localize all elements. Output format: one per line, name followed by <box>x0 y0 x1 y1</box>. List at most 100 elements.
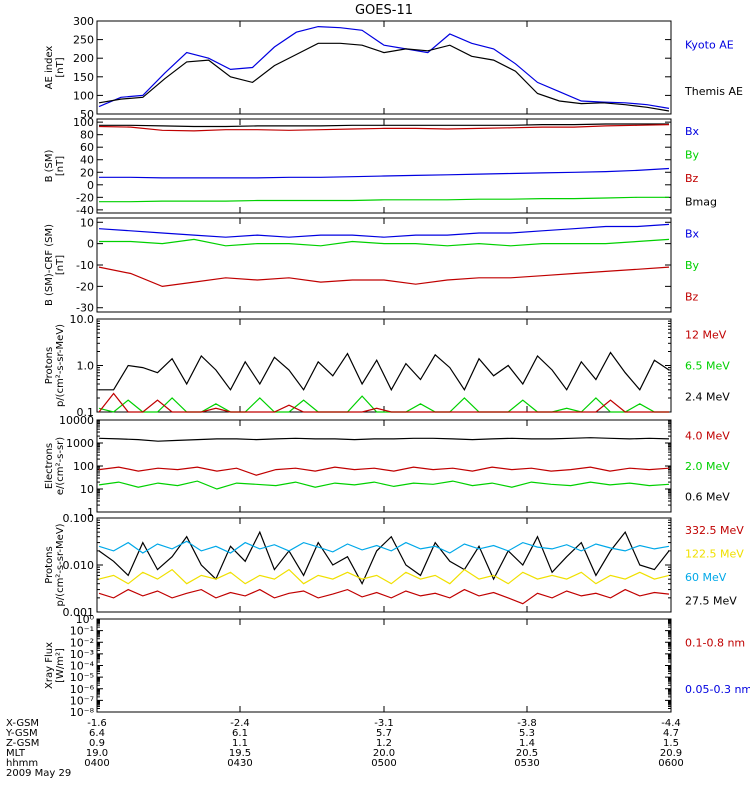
x-axis-value: 1.5 <box>663 738 679 749</box>
x-axis-value: 5.7 <box>376 728 392 739</box>
y-axis-label: AE index[nT] <box>44 46 66 90</box>
series-122-5-mev <box>98 568 670 585</box>
panel-frame <box>96 517 672 613</box>
y-tick-label: 40 <box>80 154 94 167</box>
y-axis-label: Electronse/(cm²-s-sr) <box>44 437 66 495</box>
y-axis-label-line: e/(cm²-s-sr) <box>55 437 66 495</box>
y-tick-label: -20 <box>76 191 94 204</box>
panel-frame <box>96 618 672 713</box>
series-2-0-mev <box>98 480 670 490</box>
x-axis-value: -3.1 <box>374 718 394 729</box>
y-tick-label: -40 <box>76 204 94 217</box>
x-axis-value: 6.1 <box>232 728 248 739</box>
legend-entry: Bx <box>685 228 700 241</box>
legend-entry: 0.1-0.8 nm <box>685 636 745 649</box>
series-332-5-mev <box>98 588 670 605</box>
x-axis-value: 5.3 <box>519 728 535 739</box>
y-axis-label: B (SM)-CRF (SM)[nT] <box>44 224 66 306</box>
x-axis-row-label: MLT <box>6 748 26 759</box>
series-60-mev <box>98 540 670 554</box>
y-tick-label: 10⁻⁶ <box>70 683 95 696</box>
x-axis-row-label: hhmm <box>6 758 38 769</box>
x-axis-value: 6.4 <box>89 728 105 739</box>
x-axis-value: -4.4 <box>661 718 681 729</box>
y-axis-label-line: Protons <box>44 347 55 384</box>
x-axis-row-label: Z-GSM <box>6 738 39 749</box>
y-axis-label: B (SM)[nT] <box>44 149 66 182</box>
legend-entry: 12 MeV <box>685 329 727 342</box>
y-axis-label: Protonsp/(cm²-s-sr-MeV) <box>44 523 66 606</box>
y-axis-label-line: Protons <box>44 546 55 583</box>
y-axis-label-line: [nT] <box>55 255 66 275</box>
y-axis-label-line: p/(cm²-s-sr-MeV) <box>55 324 66 407</box>
plot-title: GOES-11 <box>355 3 413 18</box>
x-axis-value: -1.6 <box>87 718 107 729</box>
y-tick-label: 0.1 <box>77 406 95 419</box>
date-label: 2009 May 29 <box>6 768 71 779</box>
x-axis-value: 1.4 <box>519 738 535 749</box>
legend-entry: Bx <box>685 125 700 138</box>
series-12-mev <box>98 392 669 413</box>
x-axis-value: 20.9 <box>660 748 682 759</box>
y-tick-label: 10⁻² <box>70 636 94 649</box>
series-2-4-mev <box>99 351 670 392</box>
y-tick-label: 0 <box>87 238 94 251</box>
y-tick-label: 10⁰ <box>76 613 95 626</box>
legend-entry: 2.4 MeV <box>685 391 730 404</box>
y-tick-label: 1000 <box>66 437 94 450</box>
y-tick-label: 100 <box>73 116 94 129</box>
series-bz <box>98 266 670 288</box>
y-tick-label: -30 <box>76 302 94 315</box>
y-tick-label: 250 <box>73 34 94 47</box>
y-tick-label: 20 <box>80 166 94 179</box>
series-kyoto-ae <box>98 25 670 109</box>
y-tick-label: 0.010 <box>63 559 95 572</box>
series-bmag <box>99 123 669 128</box>
legend-entry: Kyoto AE <box>685 38 734 51</box>
panel-5: 10000 1000 100 10 1 Electronse/(cm²-s-sr) 4.0 … <box>44 414 730 519</box>
x-axis-value: 0600 <box>658 758 683 769</box>
x-axis-value: 0430 <box>227 758 252 769</box>
legend-entry: Bmag <box>685 195 717 208</box>
y-tick-label: 1 <box>87 506 94 519</box>
y-tick-label: 0 <box>87 179 94 192</box>
series-themis-ae <box>98 42 670 112</box>
y-axis-label-line: B (SM) <box>44 149 55 182</box>
y-axis-label-line: [W/m²] <box>55 648 66 683</box>
y-tick-label: 100 <box>73 89 94 102</box>
series-bx <box>98 223 670 238</box>
x-axis-value: 20.5 <box>516 748 538 759</box>
y-tick-label: 100 <box>73 460 94 473</box>
series-bz <box>98 124 670 132</box>
legend-entry: Bz <box>685 290 699 303</box>
x-axis-row-label: X-GSM <box>6 718 39 729</box>
x-axis-value: 19.0 <box>86 748 108 759</box>
y-tick-label: 300 <box>73 15 94 28</box>
y-axis-label-line: [nT] <box>55 156 66 176</box>
series-0-6-mev <box>98 437 670 442</box>
series-by <box>99 238 670 247</box>
legend-entry: 332.5 MeV <box>685 524 744 537</box>
y-axis-label-line: Electrons <box>44 443 55 489</box>
y-tick-label: -10 <box>76 259 94 272</box>
y-tick-label: 0.001 <box>63 606 95 619</box>
y-axis-label-line: [nT] <box>55 57 66 77</box>
y-tick-label: 60 <box>80 141 94 154</box>
legend-entry: 2.0 MeV <box>685 460 730 473</box>
y-tick-label: 10⁻⁴ <box>70 660 95 673</box>
y-tick-label: 200 <box>73 52 94 65</box>
panel-frame <box>96 419 672 513</box>
y-axis-label-line: Xray Flux <box>44 642 55 689</box>
y-axis-label-line: AE index <box>44 46 55 90</box>
legend-entry: 6.5 MeV <box>685 360 730 373</box>
panel-frame <box>96 20 672 115</box>
panel-3: 10 0 -10 -20 -30 B (SM)-CRF (SM)[nT] Bx By Bz <box>44 216 700 314</box>
y-tick-label: 10⁻⁵ <box>70 671 94 684</box>
series-4-0-mev <box>98 466 670 476</box>
y-tick-label: 10⁻⁷ <box>70 694 94 707</box>
series-27-5-mev <box>98 530 670 586</box>
